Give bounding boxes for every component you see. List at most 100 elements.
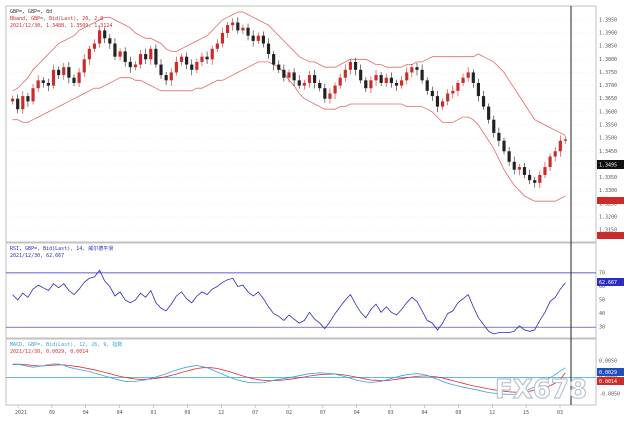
candle-body xyxy=(548,156,552,168)
x-tick-label: 03 xyxy=(557,410,563,416)
price-y-tick: 1.3750 xyxy=(599,70,617,76)
x-tick-label: 09 xyxy=(49,410,55,416)
macd-header-line2: 2021/12/30, 0.0029, 0.0014 xyxy=(10,349,88,355)
rsi-y-tick: 50 xyxy=(599,298,605,304)
signal-value-badge xyxy=(597,377,624,385)
macd-value-badge xyxy=(597,368,624,376)
candle-body xyxy=(400,80,404,86)
watermark: FX678 xyxy=(495,375,587,405)
candle-body xyxy=(272,54,276,65)
candle-body xyxy=(41,80,45,83)
candle-body xyxy=(507,151,511,162)
rsi-header-line1: RSI, GBP=, Bid(Last), 14, 威尔德平滑 xyxy=(10,245,113,252)
last-price-badge xyxy=(597,160,624,169)
candle-body xyxy=(313,75,317,83)
candle-body xyxy=(31,88,35,102)
candle-body xyxy=(481,96,486,107)
candle-body xyxy=(72,77,76,83)
macd-y-tick: -0.0050 xyxy=(599,391,620,397)
candle-body xyxy=(451,90,455,94)
candle-body xyxy=(553,151,557,157)
candle-body xyxy=(538,174,542,183)
price-header-line1: GBP=, GBP=, 8d xyxy=(10,9,52,15)
candle-body xyxy=(220,33,225,44)
candle-body xyxy=(297,80,301,86)
x-tick-label: 03 xyxy=(388,410,394,416)
candle-body xyxy=(430,90,434,97)
candle-body xyxy=(277,64,281,70)
x-tick-label: 15 xyxy=(523,410,529,416)
x-tick-label: 08 xyxy=(455,410,461,416)
candle-body xyxy=(318,82,322,89)
candle-body xyxy=(338,77,342,86)
candle-body xyxy=(51,69,56,86)
candle-body xyxy=(405,72,409,81)
last-price-label: 1.3495 xyxy=(599,163,617,169)
candle-body xyxy=(169,72,173,81)
candle-body xyxy=(57,69,61,76)
candle-body xyxy=(492,119,496,133)
price-y-tick: 1.3800 xyxy=(599,57,617,63)
signal-value-label: 0.0014 xyxy=(599,379,617,385)
candle-body xyxy=(118,51,122,57)
candle-body xyxy=(328,93,332,99)
candle-body xyxy=(502,140,506,152)
x-tick-label: 12 xyxy=(218,410,224,416)
candle-body xyxy=(461,77,465,83)
macd-value-label: 0.0029 xyxy=(599,370,617,376)
candle-body xyxy=(231,22,235,26)
price-y-tick: 1.3200 xyxy=(599,214,617,220)
candle-body xyxy=(26,96,30,102)
candle-body xyxy=(185,56,189,65)
candle-body xyxy=(302,82,306,86)
x-axis: 2021 09 04 04 01 09 12 07 02 07 04 03 04 08 12 15 03 xyxy=(15,405,563,416)
candle-body xyxy=(522,167,527,175)
candle-body xyxy=(558,140,562,152)
candle-body xyxy=(364,80,368,89)
candle-body xyxy=(21,96,25,110)
candle-body xyxy=(343,69,347,78)
candle-body xyxy=(77,72,81,83)
candle-body xyxy=(528,174,532,181)
candle-body xyxy=(369,80,373,89)
candle-body xyxy=(92,43,97,49)
rsi-y-tick: 60 xyxy=(599,284,605,290)
candle-body xyxy=(256,35,260,41)
macd-line xyxy=(12,363,566,395)
candle-body xyxy=(466,72,470,78)
candle-body xyxy=(149,48,153,60)
candle-body xyxy=(241,27,245,31)
candle-body xyxy=(379,75,383,83)
candle-body xyxy=(36,80,40,89)
rsi-value-badge xyxy=(597,278,624,286)
candle-body xyxy=(374,75,378,81)
candle-body xyxy=(138,54,143,65)
candle-body xyxy=(62,67,66,76)
rsi-line xyxy=(12,269,566,335)
macd-panel-frame xyxy=(5,338,597,406)
candle-body xyxy=(133,64,138,68)
candle-body xyxy=(348,61,353,70)
candle-body xyxy=(113,43,117,57)
candle-body xyxy=(543,167,547,175)
rsi-header-line2: 2021/12/30, 62.667 xyxy=(10,253,64,259)
candle-body xyxy=(359,69,363,81)
candle-body xyxy=(144,54,148,60)
price-y-tick: 1.3650 xyxy=(599,96,617,102)
rsi-y-tick: 30 xyxy=(599,325,605,331)
candle-body xyxy=(323,88,327,99)
candle-body xyxy=(123,51,127,62)
candle-body xyxy=(456,82,460,91)
price-y-tick: 1.3900 xyxy=(599,31,617,37)
candle-body xyxy=(225,25,230,34)
candle-body xyxy=(67,67,71,78)
bollinger-upper-band xyxy=(12,11,566,136)
candle-body xyxy=(215,43,219,49)
macd-header-line1: MACD, GBP=, Bid(Last), 12, 26, 9, 指数 xyxy=(10,341,122,348)
rsi-y-tick: 40 xyxy=(599,311,605,317)
macd-signal-line xyxy=(12,363,566,393)
candle-body xyxy=(471,72,475,83)
price-panel: 1.3950 1.3900 1.3850 1.3800 1.3750 1.3700 1.36… xyxy=(10,11,617,234)
price-panel-frame xyxy=(5,5,597,243)
